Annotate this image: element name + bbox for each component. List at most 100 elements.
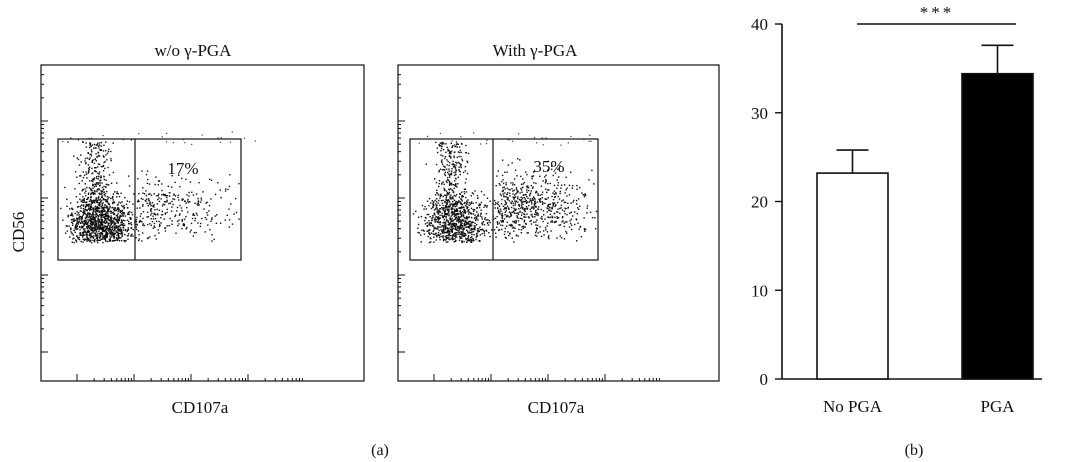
flow-event-dot [453,151,456,154]
flow-event-dot [138,221,140,223]
flow-event-dot [106,218,108,220]
flow-event-dot [531,197,534,200]
flow-event-dot [577,207,579,209]
flow-event-dot [166,211,168,214]
flow-event-dot [456,202,459,204]
flow-event-dot [453,224,455,226]
flow-event-dot [104,212,107,215]
flow-event-dot [510,214,513,216]
flow-event-dot [90,236,92,239]
flow-event-dot [148,193,150,195]
flow-event-dot [578,208,580,210]
y-tick-label: 20 [751,193,768,212]
flow-event-dot [455,232,457,234]
flow-event-dot [166,225,168,227]
flow-event-dot [443,227,445,230]
flow-event-dot [97,188,99,190]
flow-event-dot [75,196,78,198]
flow-event-dot [119,211,121,213]
flow-event-dot [438,180,441,182]
flow-event-dot [72,224,74,226]
flow-event-dot [144,199,146,202]
flow-event-dot [113,236,115,238]
flow-event-dot [95,209,97,212]
flow-event-dot [80,216,82,218]
flow-event-dot [138,238,140,240]
flow-event-dot [168,195,171,197]
flow-event-dot [489,200,491,202]
flow-event-dot [455,161,457,163]
flow-event-dot [82,141,84,143]
flow-event-dot [198,204,200,206]
flow-event-dot [427,235,429,238]
flow-event-dot [472,213,475,215]
flow-event-dot [95,215,97,218]
flow-event-dot [478,240,481,242]
flow-event-dot [99,192,101,194]
flow-event-dot [90,241,93,244]
flow-event-dot [512,220,514,223]
flow-event-dot [433,204,435,207]
flow-event-dot [101,210,103,212]
flow-event-dot [82,210,85,212]
flow-event-dot [464,224,466,227]
flow-event-dot [456,156,458,159]
flow-event-dot [122,211,124,214]
flow-event-dot [526,232,528,234]
flow-event-dot [459,226,461,229]
flow-event-dot [496,203,498,205]
flow-event-dot [514,227,516,230]
flow-event-dot [116,218,119,220]
flow-event-dot [557,217,560,219]
flow-event-dot [448,164,450,167]
flow-event-dot [95,212,98,215]
flow-event-dot [555,220,557,223]
flow-event-dot [465,237,467,240]
flow-event-dot [235,211,238,214]
flow-event-dot [71,212,73,214]
flow-event-dot [171,206,173,208]
flow-event-dot [501,221,503,223]
flow-event-dot [460,214,463,216]
flow-event-dot [476,207,478,209]
scatter-points [60,131,256,244]
flow-event-dot [76,225,79,227]
flow-event-dot [501,198,503,201]
flow-event-dot [516,175,518,177]
flow-event-dot [489,221,491,224]
flow-event-dot [460,206,463,208]
flow-event-dot [471,192,474,194]
flow-event-dot [159,223,161,226]
flow-event-dot [80,219,83,221]
flow-event-dot [448,224,450,226]
flow-event-dot [120,224,122,226]
flow-event-dot [461,219,464,222]
flow-event-dot [161,189,163,192]
flow-event-dot [60,207,62,210]
flow-event-dot [110,211,112,213]
flow-event-dot [210,198,212,200]
flow-event-dot [121,235,123,238]
flow-event-dot [192,194,195,196]
flow-event-dot [466,202,468,205]
flow-event-dot [581,192,583,194]
flow-event-dot [154,183,156,186]
plot-title: w/o γ-PGA [155,41,233,60]
flow-event-dot [452,189,454,192]
flow-event-dot [436,221,439,223]
flow-event-dot [199,201,202,203]
flow-event-dot [174,181,176,184]
flow-event-dot [99,171,101,173]
flow-event-dot [521,206,523,208]
flow-event-dot [126,229,129,231]
flow-event-dot [91,161,93,163]
flow-event-dot [504,214,506,216]
flow-event-dot [436,236,438,238]
flow-event-dot [122,139,124,141]
flow-event-dot [509,189,511,191]
flow-event-dot [545,178,547,181]
flow-event-dot [180,207,183,209]
flow-event-dot [435,181,438,184]
flow-event-dot [524,208,527,210]
